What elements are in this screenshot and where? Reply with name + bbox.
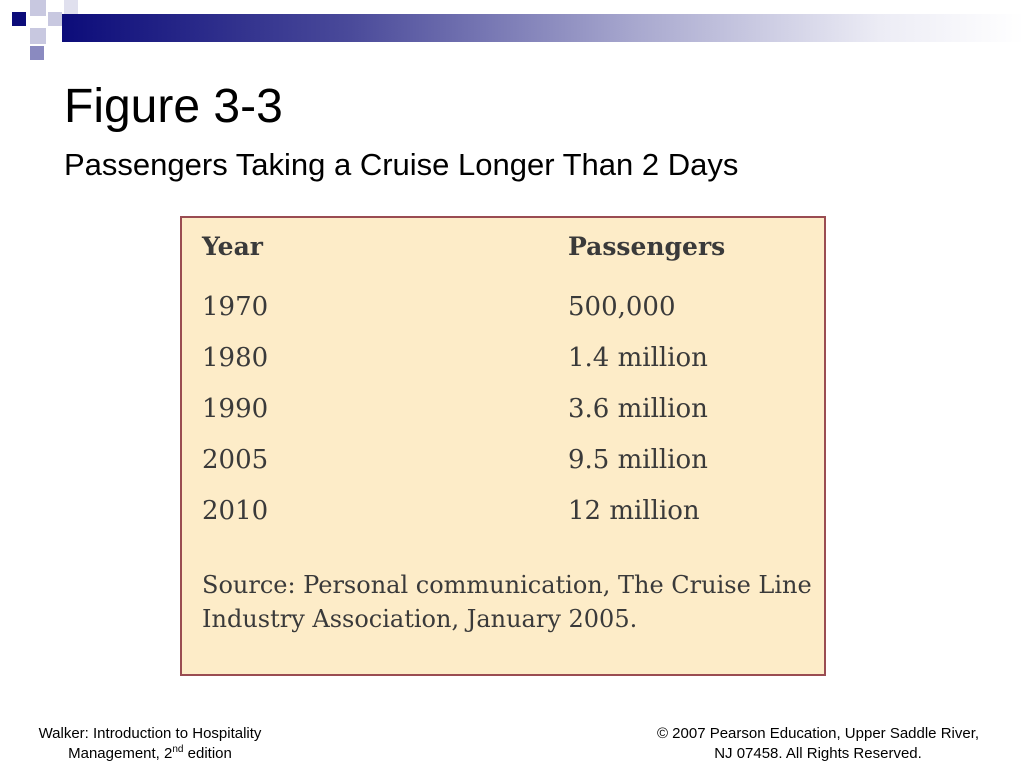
column-header-year: Year — [202, 232, 263, 261]
table-row: 1990 3.6 million — [182, 394, 824, 434]
footer-left-line1: Walker: Introduction to Hospitality — [38, 725, 262, 742]
slide-title: Figure 3-3 — [64, 80, 283, 133]
column-header-passengers: Passengers — [568, 232, 726, 261]
cell-passengers: 9.5 million — [568, 445, 708, 475]
footer-left-line2: Management, 2nd edition — [22, 744, 278, 764]
table-row: 2010 12 million — [182, 496, 824, 536]
decorative-square — [30, 46, 44, 60]
decorative-square — [30, 0, 46, 16]
decorative-square — [30, 28, 46, 44]
cell-year: 2010 — [202, 496, 269, 526]
footer-left-line2-sup: nd — [172, 744, 184, 755]
cell-year: 1980 — [202, 343, 269, 373]
cell-year: 1970 — [202, 292, 269, 322]
footer-copyright: © 2007 Pearson Education, Upper Saddle R… — [628, 724, 1008, 764]
cell-passengers: 1.4 million — [568, 343, 708, 373]
data-table: Year Passengers 1970 500,000 1980 1.4 mi… — [180, 216, 826, 676]
footer-left-line2-prefix: Management, 2 — [68, 745, 173, 762]
table-row: 1980 1.4 million — [182, 343, 824, 383]
header-gradient-bar — [62, 14, 1024, 42]
footer-left-line2-suffix: edition — [183, 745, 232, 762]
table-source-note: Source: Personal communication, The Crui… — [202, 571, 812, 633]
cell-year: 1990 — [202, 394, 269, 424]
footer-book-citation: Walker: Introduction to Hospitality Mana… — [22, 724, 278, 764]
table-row: 2005 9.5 million — [182, 445, 824, 485]
slide-subtitle: Passengers Taking a Cruise Longer Than 2… — [64, 147, 739, 182]
footer-right-line1: © 2007 Pearson Education, Upper Saddle R… — [656, 725, 980, 742]
decorative-square — [64, 0, 78, 14]
cell-year: 2005 — [202, 445, 269, 475]
cell-passengers: 500,000 — [568, 292, 676, 322]
cell-passengers: 12 million — [568, 496, 700, 526]
cell-passengers: 3.6 million — [568, 394, 708, 424]
decorative-square — [12, 12, 26, 26]
table-row: 1970 500,000 — [182, 292, 824, 332]
decorative-square — [48, 12, 62, 26]
footer-right-line2: NJ 07458. All Rights Reserved. — [714, 745, 922, 762]
